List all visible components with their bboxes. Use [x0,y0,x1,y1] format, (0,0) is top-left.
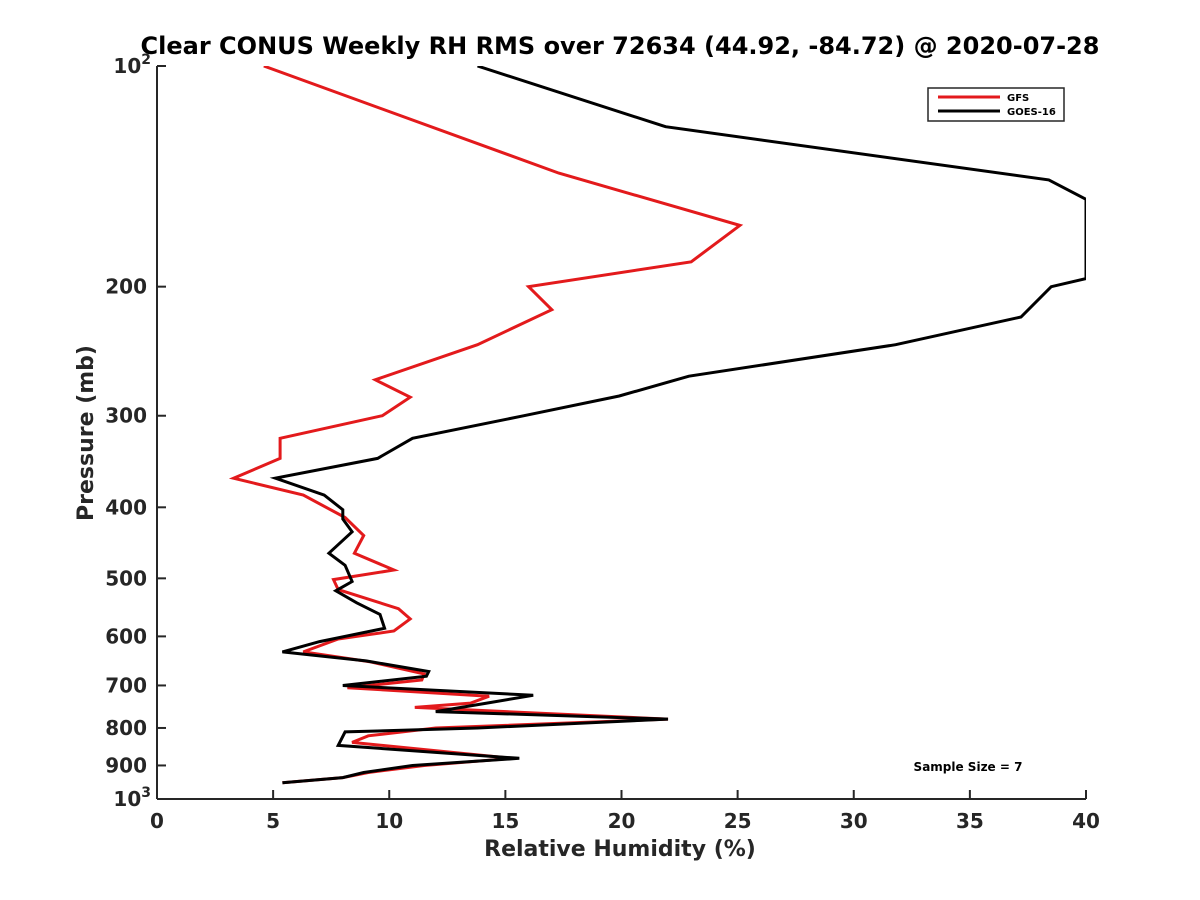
y-tick-label: 102 [113,52,151,78]
x-tick-label: 15 [491,809,519,833]
legend-label-goes16: GOES-16 [1007,107,1056,118]
legend-label-gfs: GFS [1007,93,1029,104]
legend-box [927,87,1065,122]
series-line-goes16 [269,66,1086,785]
tick-labels: 0 5 10 15 20 25 30 35 40 102 200 300 400 500 600 700 800… [105,52,1100,833]
x-tick-label: 0 [150,809,164,833]
y-tick-label: 900 [105,753,147,777]
x-tick-label: 20 [608,809,636,833]
x-axis-label: Relative Humidity (%) [484,837,756,862]
x-tick-label: 10 [375,809,403,833]
y-tick-label: 400 [105,495,147,519]
y-tick-label: 700 [105,673,147,697]
axes [156,65,1087,800]
x-tick-label: 40 [1072,809,1100,833]
y-axis-label: Pressure (mb) [74,345,99,521]
x-tick-label: 30 [840,809,868,833]
y-tick-label: 300 [105,404,147,428]
series-layer [228,66,1086,785]
sample-size-annotation: Sample Size = 7 [914,760,1023,774]
y-tick-label: 200 [105,275,147,299]
y-tick-label: 500 [105,566,147,590]
y-tick-label: 600 [105,624,147,648]
legend: GFS GOES-16 [927,87,1065,122]
y-tick-label: 103 [113,785,151,811]
y-tick-label: 800 [105,716,147,740]
x-tick-label: 35 [956,809,984,833]
x-tick-label: 5 [266,809,280,833]
x-tick-label: 25 [724,809,752,833]
chart-title: Clear CONUS Weekly RH RMS over 72634 (44… [141,32,1100,60]
